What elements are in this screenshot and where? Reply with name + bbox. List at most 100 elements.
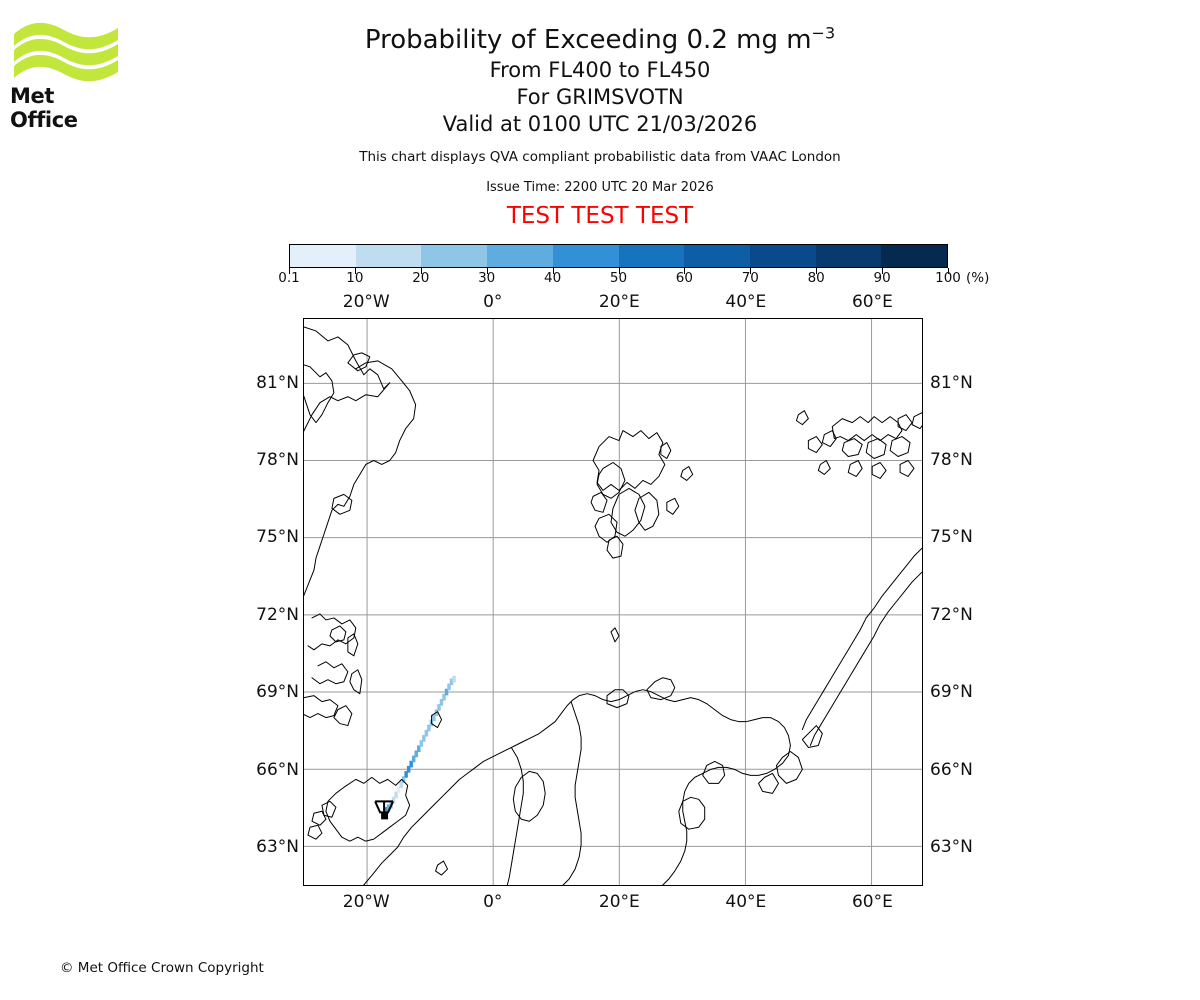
volcano-marker <box>374 800 394 820</box>
longitude-tick-label: 20°E <box>598 892 640 912</box>
colorbar-tick-label: 70 <box>741 270 759 286</box>
colorbar-tick-label: 90 <box>873 270 891 286</box>
probability-cell <box>396 786 401 794</box>
colorbar-segment-5 <box>618 245 685 267</box>
latitude-tick-label: 66°N <box>930 759 973 780</box>
probability-cell <box>409 760 413 768</box>
latitude-tick-label: 75°N <box>930 527 973 548</box>
probability-cell <box>406 765 411 773</box>
probability-cell <box>447 683 451 691</box>
colorbar-unit-label: (%) <box>966 270 990 286</box>
latitude-tick-label: 78°N <box>256 450 299 470</box>
latitude-tick-label: 72°N <box>930 604 973 625</box>
colorbar-tick-label: 30 <box>478 270 496 286</box>
copyright-notice: © Met Office Crown Copyright <box>60 960 264 976</box>
probability-cell <box>439 698 444 706</box>
valid-time-subtitle: Valid at 0100 UTC 21/03/2026 <box>442 112 758 136</box>
longitude-tick-label: 40°E <box>725 292 767 312</box>
probability-cell <box>449 678 454 686</box>
longitude-labels-bottom: 20°W 0° 20°E 40°E 60°E <box>0 892 1200 912</box>
colorbar-segment-0 <box>290 245 356 267</box>
longitude-tick-label: 60°E <box>851 892 893 912</box>
page-title-superscript: −3 <box>811 23 836 43</box>
probability-cell <box>384 807 388 814</box>
colorbar-tick <box>750 268 752 274</box>
latitude-tick-label: 69°N <box>930 682 973 703</box>
chart-header: Probability of Exceeding 0.2 mg m−3 From… <box>0 24 1200 230</box>
longitude-tick-label: 40°E <box>725 892 767 912</box>
probability-cell <box>401 776 406 783</box>
page-title-text: Probability of Exceeding 0.2 mg m <box>364 25 812 55</box>
probability-cell <box>399 781 403 789</box>
colorbar-tick <box>816 268 818 274</box>
latitude-tick-label: 72°N <box>256 604 299 625</box>
latitude-tick-label: 63°N <box>930 837 973 858</box>
longitude-tick-label: 20°W <box>342 292 390 312</box>
longitude-tick-label: 60°E <box>851 292 893 312</box>
page-title: Probability of Exceeding 0.2 mg m−3 <box>0 24 1200 57</box>
colorbar-tick <box>486 268 488 274</box>
probability-cell <box>419 740 424 747</box>
probability-cell <box>422 735 426 742</box>
colorbar-segment-3 <box>487 245 553 267</box>
colorbar-tick-label: 80 <box>807 270 825 286</box>
volcano-icon <box>374 800 394 814</box>
colorbar-tick-label: 40 <box>544 270 562 286</box>
probability-colorbar <box>289 244 948 268</box>
colorbar-tick-label: 20 <box>412 270 430 286</box>
latitude-tick-label: 63°N <box>256 837 299 858</box>
probability-cell <box>452 675 456 683</box>
probability-cell <box>394 791 398 799</box>
probability-cell <box>437 704 441 711</box>
colorbar-tick-label: 50 <box>609 270 628 286</box>
probability-cell <box>391 796 396 804</box>
probability-cell <box>404 771 408 778</box>
colorbar-segment-7 <box>749 245 816 267</box>
colorbar-tick-label: 60 <box>675 270 693 286</box>
colorbar-segment-2 <box>421 245 488 267</box>
issue-time: Issue Time: 2200 UTC 20 Mar 2026 <box>486 180 714 195</box>
probability-cell <box>427 724 431 732</box>
coastlines <box>304 326 922 885</box>
colorbar-tick-label: 100 <box>935 270 961 286</box>
latitude-tick-label: 66°N <box>256 759 299 780</box>
probability-cell <box>411 755 416 763</box>
colorbar-tick <box>882 268 884 274</box>
colorbar-tick-labels: 0.1 10 20 30 40 50 60 70 80 90 100 <box>229 270 1008 288</box>
colorbar-tick <box>618 268 620 274</box>
colorbar-gradient <box>289 244 948 268</box>
map-canvas <box>304 319 922 885</box>
colorbar-segment-4 <box>552 245 619 267</box>
met-office-logo-text: Met Office <box>10 84 78 132</box>
map-gridlines <box>304 319 922 885</box>
colorbar-ticks <box>289 268 949 278</box>
colorbar-segment-1 <box>355 245 422 267</box>
ash-probability-cells <box>384 675 456 814</box>
colorbar-tick-label: 10 <box>346 270 364 286</box>
longitude-tick-label: 0° <box>483 292 503 312</box>
probability-cell <box>442 693 446 701</box>
longitude-labels-top: 20°W 0° 20°E 40°E 60°E <box>0 292 1200 312</box>
colorbar-tick <box>420 268 422 274</box>
test-banner: TEST TEST TEST <box>506 203 694 229</box>
latitude-tick-label: 81°N <box>256 372 299 393</box>
latitude-tick-label: 69°N <box>256 682 299 703</box>
colorbar-tick <box>684 268 686 274</box>
colorbar-tick <box>948 268 949 274</box>
probability-cell <box>417 745 421 752</box>
probability-cell <box>432 714 436 722</box>
longitude-tick-label: 20°W <box>342 892 390 912</box>
volcano-subtitle: For GRIMSVOTN <box>516 85 684 109</box>
longitude-tick-label: 0° <box>483 892 503 912</box>
probability-cell <box>386 804 391 812</box>
qva-disclaimer: This chart displays QVA compliant probab… <box>359 149 841 165</box>
colorbar-segment-6 <box>684 245 750 267</box>
longitude-tick-label: 20°E <box>598 292 640 312</box>
latitude-tick-label: 75°N <box>256 527 299 548</box>
colorbar-segment-9 <box>881 245 948 267</box>
ash-probability-map[interactable] <box>303 318 923 886</box>
met-office-logo: Met Office <box>8 18 128 132</box>
probability-cell <box>444 688 449 696</box>
latitude-tick-label: 81°N <box>930 372 973 393</box>
probability-cell <box>414 750 418 758</box>
